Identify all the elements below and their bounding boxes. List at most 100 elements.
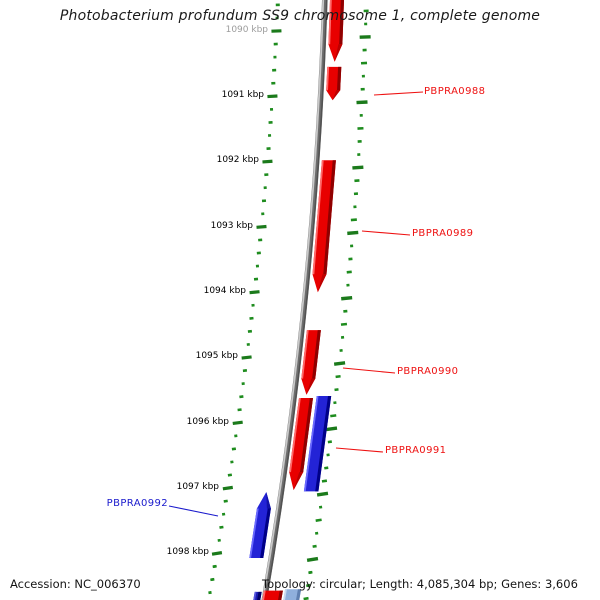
tick-mark (327, 440, 332, 444)
tick-mark (212, 564, 217, 568)
footer-accession: Accession: NC_006370 (10, 577, 141, 591)
tick-mark (312, 544, 317, 548)
tick-mark (326, 453, 330, 457)
tick-mark (353, 192, 359, 196)
tick-mark (256, 251, 261, 255)
label-callout-PBPRA0992 (168, 505, 219, 517)
tick-mark (333, 361, 346, 366)
tick-mark (306, 556, 319, 562)
tick-mark (275, 16, 279, 20)
tick-mark (223, 499, 228, 503)
tick-mark (360, 87, 365, 91)
tick-mark (306, 583, 311, 588)
tick-mark (346, 270, 352, 274)
tick-mark (364, 22, 368, 26)
tick-mark (247, 329, 253, 333)
tick-mark (268, 121, 273, 124)
tick-mark (315, 518, 322, 522)
label-callout-PBPRA0991 (335, 447, 384, 453)
tick-mark (208, 591, 212, 595)
tick-mark (357, 140, 362, 143)
ruler-right (303, 9, 371, 600)
tick-mark (211, 551, 223, 556)
tick-mark (261, 212, 265, 216)
tick-mark (321, 479, 328, 483)
tick-mark (273, 42, 278, 46)
tick-mark (242, 369, 248, 373)
gene-label-PBPRA0989[interactable]: PBPRA0989 (412, 228, 474, 239)
map-title: Photobacterium profundum SS9 chromosome … (59, 8, 541, 24)
tick-mark (264, 173, 269, 177)
gene-label-PBPRA0988[interactable]: PBPRA0988 (424, 86, 486, 97)
label-callout-PBPRA0988 (373, 91, 424, 96)
tick-mark (333, 401, 337, 405)
tick-mark (359, 35, 371, 39)
axis-tick-label-1096: 1096 kbp (186, 417, 229, 427)
tick-mark (237, 408, 242, 412)
gene-arrow-PBPRA0989[interactable] (312, 160, 336, 293)
axis-tick-label-1097: 1097 kbp (176, 482, 219, 492)
tick-mark (348, 257, 353, 261)
tick-mark (275, 3, 280, 7)
tick-mark (217, 538, 221, 542)
gene-label-PBPRA0992[interactable]: PBPRA0992 (106, 498, 168, 509)
tick-mark (210, 577, 215, 582)
label-callout-PBPRA0989 (361, 230, 411, 236)
gene-arrow-unlabeled-8[interactable] (256, 590, 283, 600)
axis-tick-label-1090: 1090 kbp (225, 25, 268, 35)
gene-arrow-unlabeled-7[interactable] (247, 591, 262, 600)
tick-mark (330, 414, 337, 418)
tick-mark (263, 186, 267, 190)
tick-mark (352, 165, 364, 170)
tick-mark (363, 9, 369, 13)
tick-mark (324, 466, 329, 470)
tick-mark (340, 322, 348, 326)
tick-mark (350, 244, 354, 248)
tick-mark (335, 374, 341, 379)
tick-mark (258, 238, 263, 242)
tick-mark (266, 147, 271, 150)
tick-mark (267, 94, 278, 99)
tick-mark (271, 29, 282, 33)
tick-mark (271, 81, 276, 85)
tick-mark (241, 382, 245, 386)
axis-tick-label-1092: 1092 kbp (216, 155, 259, 165)
gene-arrow-PBPRA0992[interactable] (249, 492, 271, 558)
gene-arrow-PBPRA0988[interactable] (326, 66, 342, 101)
axis-tick-label-1098: 1098 kbp (166, 547, 209, 557)
tick-mark (350, 218, 357, 222)
tick-mark (272, 68, 277, 72)
gene-label-PBPRA0990[interactable]: PBPRA0990 (397, 366, 459, 377)
tick-mark (346, 283, 350, 287)
gene-arrow-unlabeled-5[interactable] (303, 396, 332, 492)
tick-mark (308, 570, 313, 574)
tick-mark (353, 205, 357, 209)
tick-mark (269, 107, 274, 111)
label-callout-PBPRA0990 (342, 367, 396, 374)
ruler-left (208, 3, 282, 595)
tick-mark (314, 531, 319, 535)
tick-mark (334, 388, 339, 392)
tick-mark (230, 460, 234, 464)
gene-label-PBPRA0991[interactable]: PBPRA0991 (385, 445, 447, 456)
tick-mark (241, 355, 252, 360)
tick-mark (357, 126, 364, 130)
tick-mark (357, 153, 361, 156)
tick-mark (231, 447, 237, 451)
tick-mark (273, 55, 277, 59)
tick-mark (256, 224, 267, 229)
tick-mark (360, 61, 368, 65)
tick-mark (227, 473, 233, 477)
gene-arrow-PBPRA0991[interactable] (289, 398, 313, 491)
axis-tick-label-1091: 1091 kbp (221, 90, 264, 100)
gene-arrow-unlabeled-9[interactable] (277, 589, 302, 600)
tick-mark (251, 303, 255, 307)
gene-arrow-PBPRA0990[interactable] (301, 330, 321, 395)
tick-mark (340, 335, 345, 339)
tick-mark (239, 395, 244, 399)
tick-mark (347, 230, 359, 236)
tick-mark (316, 491, 329, 497)
gene-arrow-unlabeled-0[interactable] (328, 0, 345, 62)
